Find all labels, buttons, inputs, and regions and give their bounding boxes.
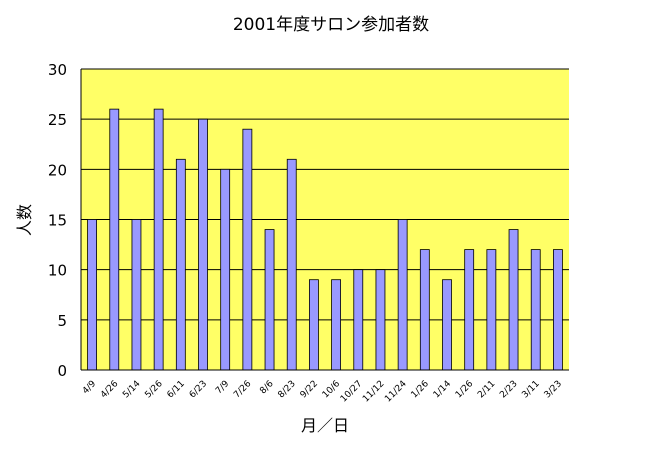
x-tick-label: 5/26 — [143, 379, 165, 401]
bar — [242, 128, 253, 371]
bar — [198, 118, 208, 371]
x-tick-label: 4/9 — [81, 379, 99, 397]
bar — [109, 108, 120, 371]
x-tick-label: 6/23 — [188, 379, 209, 400]
x-tick-label: 1/26 — [454, 379, 476, 401]
x-tick-label: 7/26 — [232, 379, 254, 401]
bar — [464, 249, 475, 371]
x-tick-label: 2/23 — [498, 379, 519, 400]
x-tick-label: 8/23 — [276, 379, 297, 400]
x-tick-label: 7/9 — [214, 379, 232, 397]
bar — [153, 108, 164, 371]
x-tick-label: 5/14 — [121, 379, 143, 401]
bar — [419, 249, 430, 371]
plot-area — [80, 68, 569, 371]
x-tick-label: 1/14 — [432, 379, 454, 401]
x-tick-label: 9/22 — [299, 379, 320, 400]
bar — [87, 219, 97, 371]
x-tick-label: 6/11 — [166, 379, 187, 400]
x-tick-label: 10/27 — [339, 379, 364, 404]
bar — [331, 279, 341, 371]
bar — [264, 229, 275, 371]
bar — [442, 279, 452, 371]
x-tick-label: 3/11 — [520, 379, 541, 400]
x-tick-label: 4/26 — [99, 379, 121, 401]
bar — [286, 158, 297, 371]
bar — [530, 249, 541, 371]
x-tick-label: 3/23 — [543, 379, 564, 400]
x-tick-label: 11/24 — [383, 379, 409, 405]
y-axis-label: 人数 — [15, 204, 34, 236]
y-tick-label: 5 — [57, 312, 67, 330]
x-tick-label: 1/26 — [410, 379, 432, 401]
x-axis-label: 月／日 — [301, 416, 349, 435]
bar — [397, 219, 408, 371]
y-tick-label: 30 — [48, 61, 67, 79]
y-axis-ticks: 0 5 10 15 20 25 30 — [48, 61, 67, 380]
bar — [309, 279, 319, 371]
y-tick-label: 20 — [48, 161, 67, 179]
bar — [131, 219, 142, 371]
bar — [486, 249, 497, 371]
bar — [553, 249, 563, 371]
y-tick-label: 25 — [48, 111, 67, 129]
bar — [220, 168, 231, 371]
x-tick-label: 2/11 — [476, 379, 497, 400]
x-axis-ticks: 4/9 4/26 5/14 5/26 6/11 6/23 7/9 7/26 8/6 8/23 9/2… — [81, 379, 564, 405]
y-tick-label: 0 — [57, 362, 67, 380]
y-tick-label: 15 — [48, 212, 67, 230]
bar — [175, 158, 186, 371]
x-tick-label: 11/12 — [361, 379, 386, 404]
bar — [375, 269, 386, 371]
bar — [508, 229, 519, 371]
bar — [353, 269, 364, 371]
chart-title: 2001年度サロン参加者数 — [233, 15, 429, 35]
x-tick-label: 8/6 — [258, 379, 276, 397]
y-tick-label: 10 — [48, 262, 67, 280]
